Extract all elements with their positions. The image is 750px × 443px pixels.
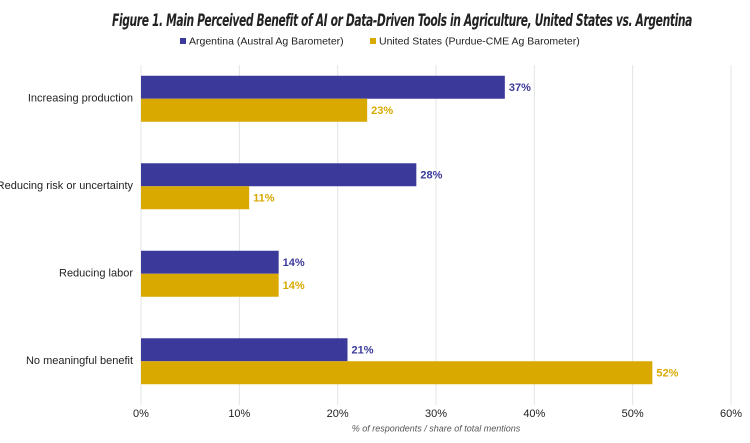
- x-tick-label: 10%: [228, 408, 250, 420]
- value-label: 14%: [283, 257, 305, 269]
- y-tick-label: Reducing labor: [59, 268, 133, 280]
- chart-title: Figure 1. Main Perceived Benefit of AI o…: [112, 11, 692, 31]
- bar: [141, 98, 368, 122]
- bar: [141, 75, 505, 99]
- bar: [141, 186, 250, 210]
- legend-swatch: [370, 38, 376, 44]
- value-label: 52%: [656, 368, 678, 380]
- y-tick-label: Reducing risk or uncertainty: [0, 180, 133, 192]
- x-tick-label: 40%: [523, 408, 545, 420]
- legend-swatch: [180, 38, 186, 44]
- bar: [141, 250, 279, 274]
- value-label: 23%: [371, 105, 393, 117]
- y-tick-label: No meaningful benefit: [26, 355, 133, 367]
- x-tick-label: 0%: [133, 408, 149, 420]
- value-label: 28%: [420, 170, 442, 182]
- bar: [141, 361, 653, 385]
- bar: [141, 338, 348, 362]
- x-axis-label: % of respondents / share of total mentio…: [352, 423, 521, 433]
- legend-label: United States (Purdue-CME Ag Barometer): [379, 35, 580, 47]
- bar: [141, 273, 279, 297]
- value-label: 14%: [283, 280, 305, 292]
- x-tick-label: 20%: [327, 408, 349, 420]
- legend-label: Argentina (Austral Ag Barometer): [189, 35, 344, 47]
- y-tick-label: Increasing production: [28, 93, 133, 105]
- x-tick-label: 50%: [622, 408, 644, 420]
- value-label: 37%: [509, 82, 531, 94]
- x-tick-label: 60%: [720, 408, 742, 420]
- value-label: 21%: [352, 345, 374, 357]
- bar: [141, 163, 417, 187]
- x-tick-label: 30%: [425, 408, 447, 420]
- value-label: 11%: [253, 193, 275, 205]
